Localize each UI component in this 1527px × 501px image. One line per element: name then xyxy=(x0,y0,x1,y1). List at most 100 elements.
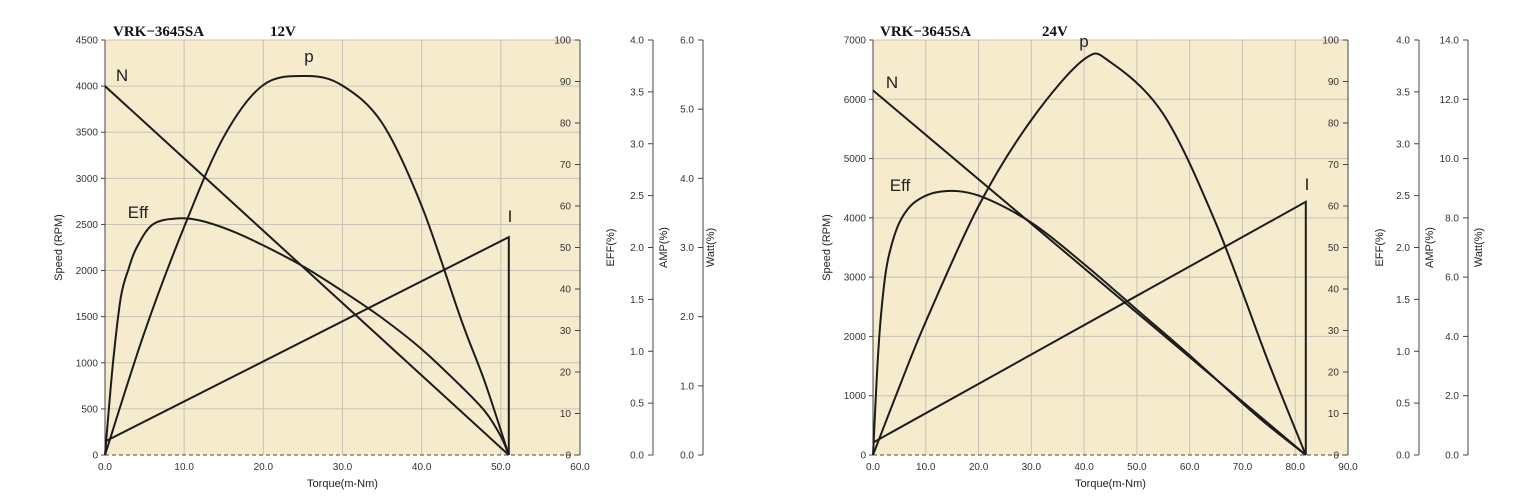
secondary-tick-label: 2.0 xyxy=(630,243,644,254)
secondary-axis-label: Watt(%) xyxy=(1473,228,1485,267)
secondary-tick-label: 3.0 xyxy=(680,243,694,254)
secondary-axis-label: AMP(%) xyxy=(658,227,670,268)
secondary-tick-label: 2.5 xyxy=(1396,191,1410,202)
secondary-tick-label: 50 xyxy=(1328,243,1340,254)
series-label-n: N xyxy=(116,66,128,85)
secondary-tick-label: 1.0 xyxy=(680,381,694,392)
secondary-axis-label: EFF(%) xyxy=(605,229,617,267)
y-tick-label: 0 xyxy=(860,451,866,462)
x-tick-label: 30.0 xyxy=(1022,462,1042,473)
secondary-axis-label: Watt(%) xyxy=(705,228,717,267)
secondary-axis-label: AMP(%) xyxy=(1424,227,1436,268)
y-tick-label: 1000 xyxy=(76,358,99,369)
secondary-tick-label: 2.0 xyxy=(680,312,694,323)
y-tick-label: 3000 xyxy=(844,273,867,284)
secondary-tick-label: 30 xyxy=(1328,326,1340,337)
x-tick-label: 20.0 xyxy=(969,462,989,473)
y-tick-label: 7000 xyxy=(844,36,867,47)
secondary-tick-label: 0.0 xyxy=(680,451,694,462)
x-tick-label: 40.0 xyxy=(412,462,432,473)
secondary-tick-label: 30 xyxy=(560,326,572,337)
secondary-tick-label: 60 xyxy=(560,202,572,213)
series-line-eff xyxy=(104,217,510,456)
secondary-tick-label: 3.0 xyxy=(1396,139,1410,150)
secondary-tick-label: 10.0 xyxy=(1440,154,1460,165)
secondary-tick-label: 100 xyxy=(1322,36,1339,47)
y-tick-label: 3500 xyxy=(76,128,99,139)
secondary-tick-label: 1.0 xyxy=(630,347,644,358)
chart-24v: VRK−3645SA 24V 0100020003000400050006000… xyxy=(821,24,1485,490)
chart-title: VRK−3645SA xyxy=(880,24,971,40)
secondary-tick-label: 90 xyxy=(560,77,572,88)
x-axis-label: Torque(m-Nm) xyxy=(1075,478,1146,490)
secondary-tick-label: 4.0 xyxy=(1445,332,1459,343)
y-tick-label: 1500 xyxy=(76,312,99,323)
secondary-tick-label: 8.0 xyxy=(1445,213,1459,224)
secondary-tick-label: 3.5 xyxy=(630,87,644,98)
series-label-i: I xyxy=(508,207,513,226)
secondary-tick-label: 2.0 xyxy=(1445,391,1459,402)
secondary-tick-label: 12.0 xyxy=(1440,95,1460,106)
series-label-eff: Eff xyxy=(128,203,149,222)
secondary-tick-label: 0.0 xyxy=(630,451,644,462)
secondary-tick-label: 40 xyxy=(1328,285,1340,296)
secondary-tick-label: 90 xyxy=(1328,77,1340,88)
secondary-tick-label: 4.0 xyxy=(1396,36,1410,47)
y-tick-label: 1000 xyxy=(844,391,867,402)
chart-voltage: 12V xyxy=(270,24,296,40)
secondary-tick-label: 6.0 xyxy=(1445,273,1459,284)
secondary-tick-label: 4.0 xyxy=(630,36,644,47)
secondary-tick-label: 1.5 xyxy=(1396,295,1410,306)
y-tick-label: 500 xyxy=(81,404,98,415)
y-tick-label: 2000 xyxy=(844,332,867,343)
secondary-tick-label: 0 xyxy=(1333,451,1339,462)
x-tick-label: 50.0 xyxy=(1127,462,1147,473)
secondary-tick-label: 70 xyxy=(560,160,572,171)
series-line-p xyxy=(104,74,510,456)
secondary-tick-label: 40 xyxy=(560,285,572,296)
x-tick-label: 80.0 xyxy=(1285,462,1305,473)
secondary-tick-label: 1.5 xyxy=(630,295,644,306)
secondary-tick-label: 0.5 xyxy=(1396,399,1410,410)
secondary-tick-label: 80 xyxy=(560,119,572,130)
x-tick-label: 0.0 xyxy=(98,462,112,473)
x-tick-label: 60.0 xyxy=(570,462,590,473)
secondary-tick-label: 20 xyxy=(1328,368,1340,379)
chart-12v: VRK−3645SA 12V 0500100015002000250030003… xyxy=(53,24,717,490)
x-tick-label: 20.0 xyxy=(254,462,274,473)
secondary-tick-label: 70 xyxy=(1328,160,1340,171)
plot-area xyxy=(873,40,1348,455)
series-line-eff xyxy=(872,189,1307,456)
y-tick-label: 4000 xyxy=(844,213,867,224)
chart-voltage: 24V xyxy=(1042,24,1068,40)
series-line-n xyxy=(104,85,510,456)
secondary-tick-label: 0.5 xyxy=(630,399,644,410)
secondary-tick-label: 0 xyxy=(565,451,571,462)
secondary-tick-label: 100 xyxy=(554,36,571,47)
x-tick-label: 90.0 xyxy=(1338,462,1358,473)
secondary-axis-label: EFF(%) xyxy=(1374,229,1386,267)
secondary-tick-label: 5.0 xyxy=(680,105,694,116)
y-tick-label: 3000 xyxy=(76,174,99,185)
y-tick-label: 6000 xyxy=(844,95,867,106)
x-tick-label: 60.0 xyxy=(1180,462,1200,473)
y-tick-label: 5000 xyxy=(844,154,867,165)
secondary-tick-label: 4.0 xyxy=(680,174,694,185)
x-tick-label: 10.0 xyxy=(174,462,194,473)
y-axis-label: Speed (RPM) xyxy=(821,214,833,281)
chart-title: VRK−3645SA xyxy=(113,24,204,40)
series-line-p xyxy=(872,52,1307,456)
secondary-tick-label: 0.0 xyxy=(1396,451,1410,462)
x-tick-label: 40.0 xyxy=(1074,462,1094,473)
secondary-tick-label: 6.0 xyxy=(680,36,694,47)
secondary-tick-label: 3.5 xyxy=(1396,87,1410,98)
y-tick-label: 2500 xyxy=(76,220,99,231)
series-line-i xyxy=(872,200,1307,455)
x-tick-label: 0.0 xyxy=(866,462,880,473)
secondary-tick-label: 80 xyxy=(1328,119,1340,130)
x-tick-label: 10.0 xyxy=(916,462,936,473)
secondary-tick-label: 60 xyxy=(1328,202,1340,213)
secondary-tick-label: 0.0 xyxy=(1445,451,1459,462)
secondary-tick-label: 3.0 xyxy=(630,139,644,150)
